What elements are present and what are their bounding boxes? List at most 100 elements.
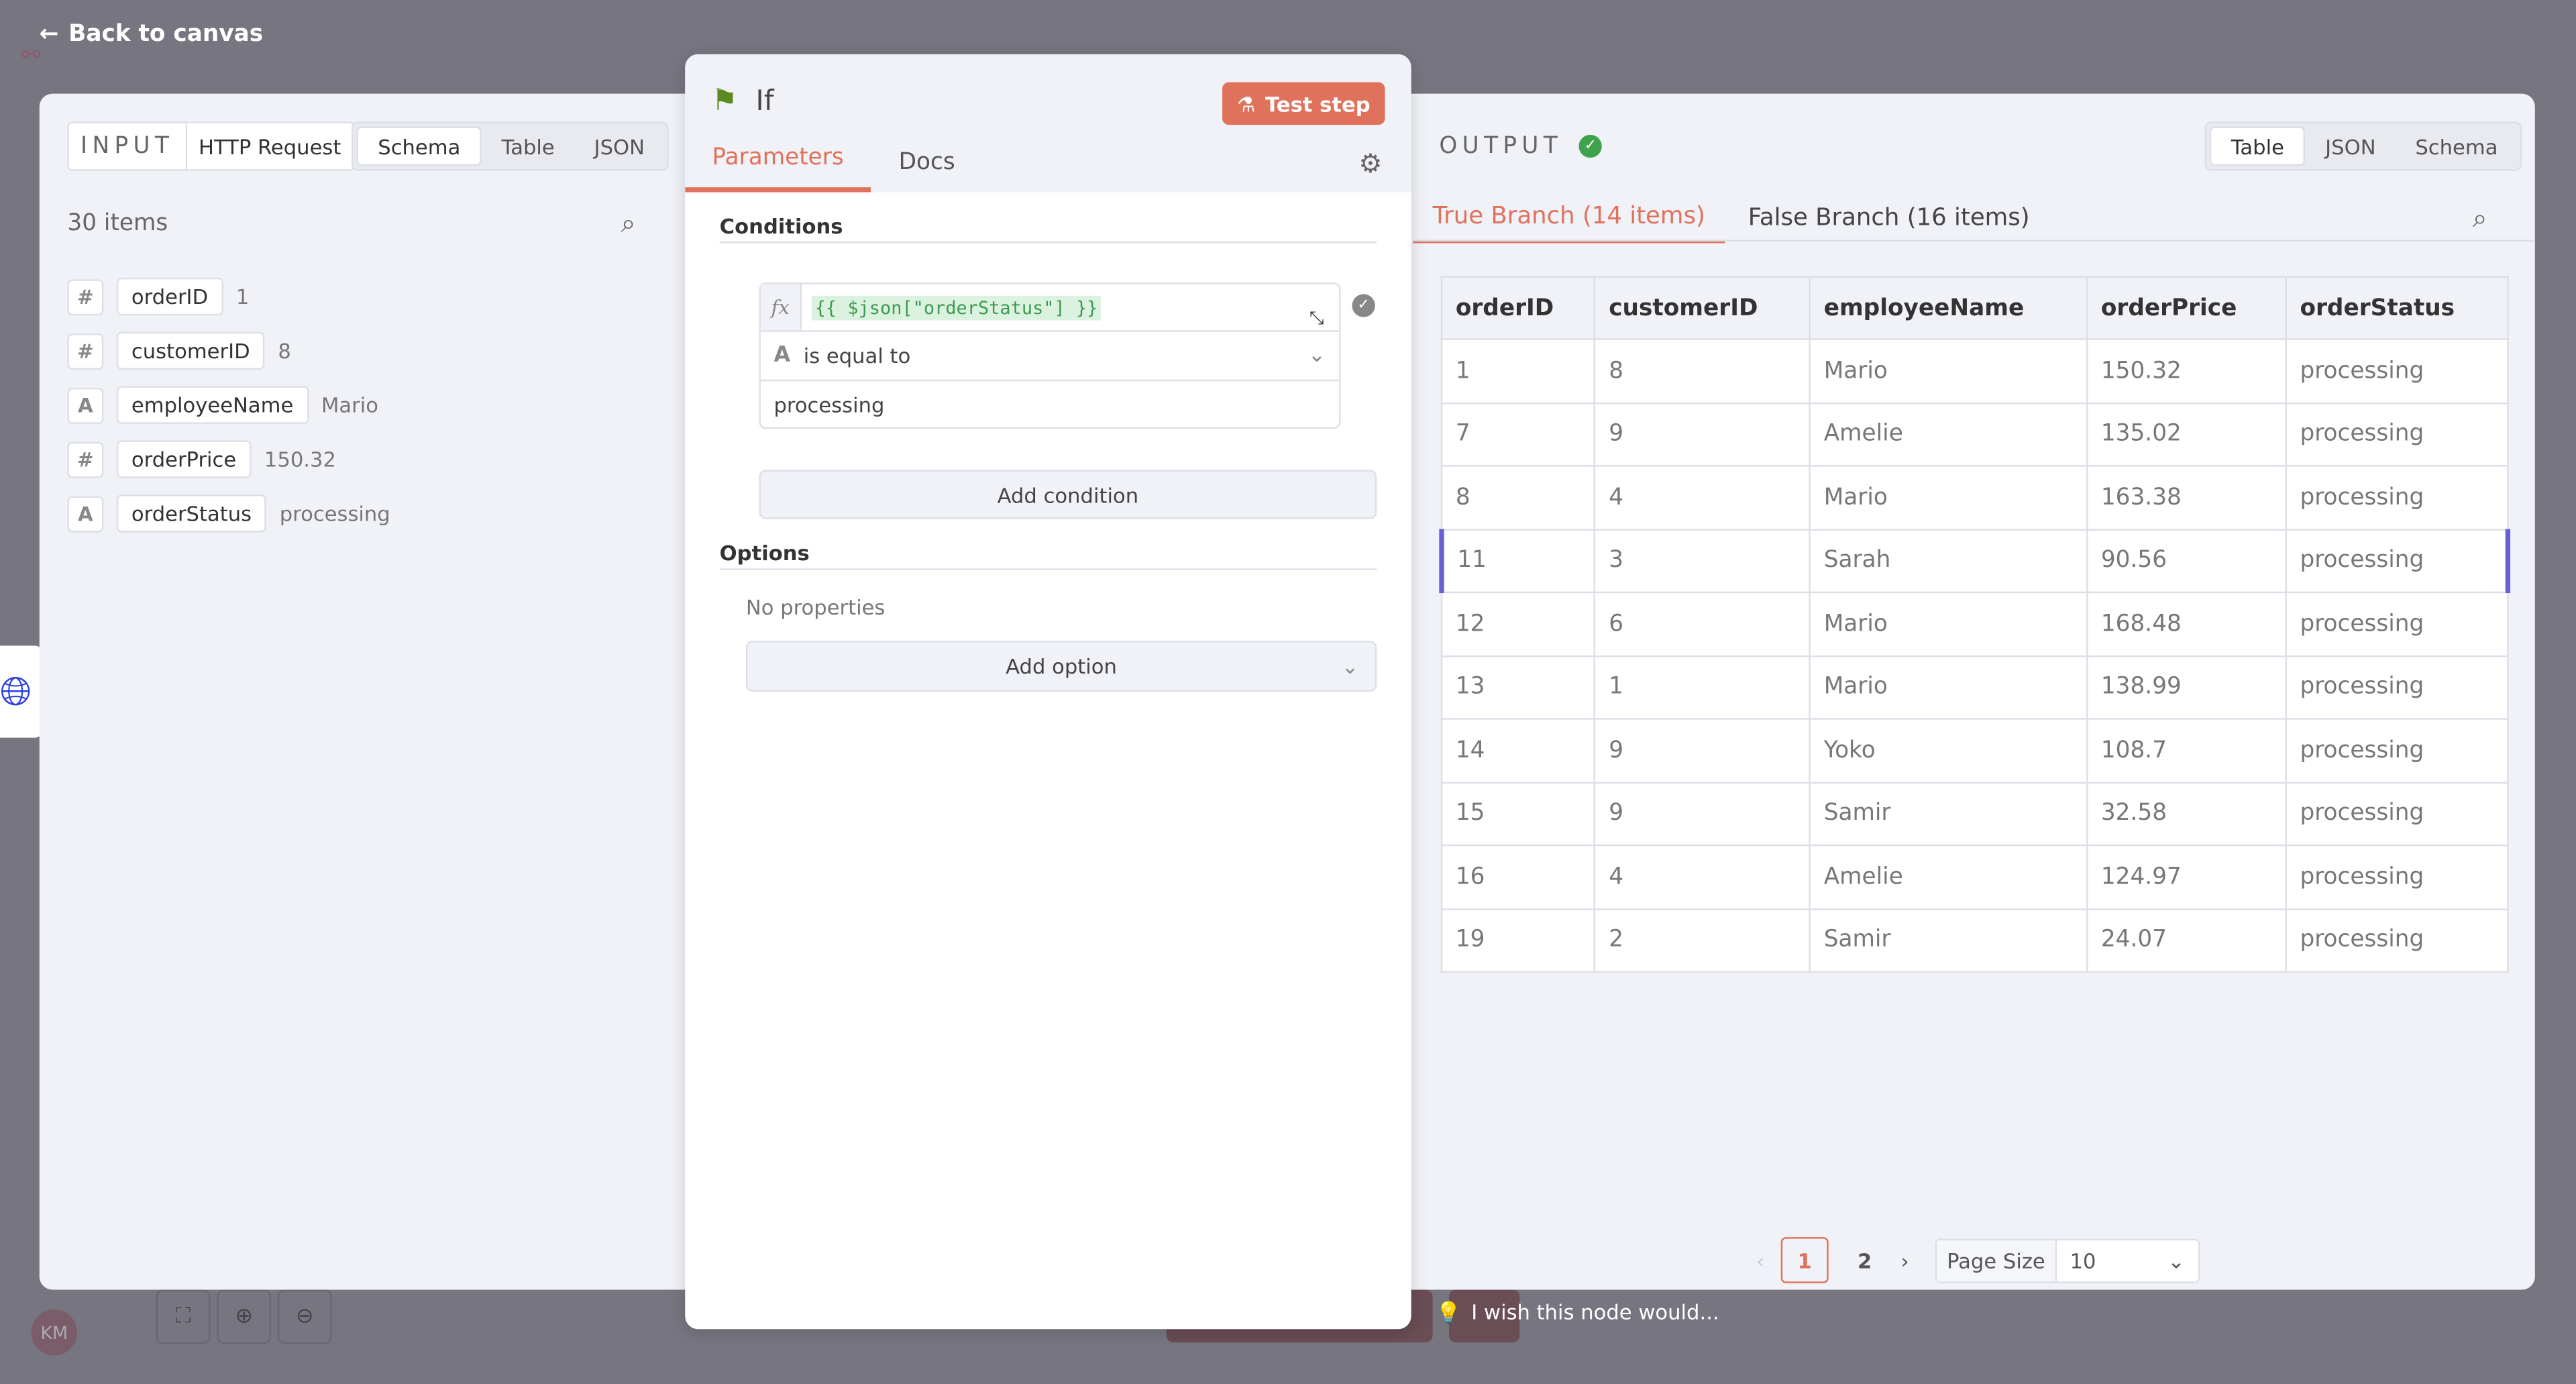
tab-schema[interactable]: Schema [2415, 134, 2498, 159]
field-name[interactable]: customerID [116, 331, 265, 370]
fit-view-icon[interactable]: ⛶ [156, 1289, 211, 1344]
table-row[interactable]: 8 4 Mario 163.38 processing [1440, 465, 2509, 530]
table-row[interactable]: 19 2 Samir 24.07 processing [1440, 908, 2509, 973]
schema-field: # customerID 8 [67, 330, 390, 371]
column-header[interactable]: orderID [1440, 276, 1596, 340]
tab-true-branch[interactable]: True Branch (14 items) [1413, 193, 1725, 244]
back-to-canvas-button[interactable]: ← Back to canvas [39, 21, 264, 48]
field-value: 1 [235, 284, 250, 309]
tab-docs[interactable]: Docs [898, 149, 955, 176]
field-name[interactable]: employeeName [116, 386, 309, 424]
string-type-icon: A [67, 495, 104, 532]
table-cell: 138.99 [2086, 654, 2287, 720]
table-cell: Amelie [1809, 401, 2088, 467]
field-value: 8 [278, 338, 291, 364]
check-circle-icon: ✓ [1352, 294, 1375, 317]
table-cell: 14 [1440, 718, 1596, 783]
table-cell: processing [2285, 338, 2509, 404]
tab-json[interactable]: JSON [594, 134, 645, 159]
table-cell: 1 [1594, 654, 1811, 720]
chevron-down-icon: ⌄ [1307, 343, 1326, 368]
condition-row: fx {{ $json["orderStatus"] }} ⤡ A is equ… [759, 282, 1341, 429]
next-page-icon[interactable]: › [1900, 1248, 1909, 1273]
table-cell: Yoko [1809, 718, 2088, 783]
table-cell: 13 [1440, 654, 1596, 720]
value-input[interactable]: processing [773, 392, 885, 417]
input-header: INPUT HTTP Request [67, 121, 354, 171]
table-cell: processing [2285, 844, 2509, 910]
node-title[interactable]: If [755, 85, 774, 119]
table-cell: 12 [1440, 591, 1596, 657]
table-row[interactable]: 1 8 Mario 150.32 processing [1440, 338, 2509, 404]
avatar[interactable]: KM [31, 1309, 78, 1356]
table-row[interactable]: 13 1 Mario 138.99 processing [1440, 654, 2509, 720]
output-view-tabs: Table JSON Schema [2204, 121, 2523, 171]
table-row[interactable]: 15 9 Samir 32.58 processing [1440, 781, 2509, 847]
tab-schema[interactable]: Schema [356, 126, 482, 166]
expression-input[interactable]: {{ $json["orderStatus"] }} [802, 284, 1309, 331]
table-cell: processing [2285, 401, 2509, 467]
zoom-out-icon[interactable]: ⊖ [277, 1289, 332, 1344]
field-name[interactable]: orderPrice [116, 440, 252, 478]
field-value: Mario [321, 392, 378, 418]
schema-field: # orderID 1 [67, 276, 390, 317]
table-cell: 16 [1440, 844, 1596, 910]
table-row[interactable]: 16 4 Amelie 124.97 processing [1440, 844, 2509, 910]
table-cell: Samir [1809, 908, 2088, 973]
settings-gear-icon[interactable]: ⚙ [1358, 148, 1383, 179]
table-cell: 32.58 [2086, 781, 2287, 847]
feedback-link[interactable]: 💡 I wish this node would... [1436, 1299, 1719, 1326]
field-name[interactable]: orderStatus [116, 494, 267, 533]
tab-false-branch[interactable]: False Branch (16 items) [1748, 204, 2030, 231]
column-header[interactable]: orderPrice [2086, 276, 2287, 340]
table-cell: Mario [1809, 338, 2088, 404]
search-icon[interactable]: ⌕ [621, 207, 636, 239]
table-cell: 9 [1594, 401, 1811, 467]
field-value: 150.32 [264, 447, 337, 472]
table-cell: Amelie [1809, 844, 2088, 910]
operator-select[interactable]: A is equal to ⌄ [760, 332, 1339, 382]
table-cell: processing [2285, 908, 2509, 973]
fx-icon: fx [760, 284, 802, 331]
table-cell: 24.07 [2086, 908, 2287, 973]
table-cell: Sarah [1809, 528, 2088, 594]
tab-table[interactable]: Table [2209, 126, 2306, 166]
add-condition-button[interactable]: Add condition [759, 470, 1377, 519]
table-row[interactable]: 7 9 Amelie 135.02 processing [1440, 401, 2509, 467]
column-header[interactable]: customerID [1594, 276, 1811, 340]
globe-icon[interactable]: 🌐︎ [0, 645, 45, 738]
table-row[interactable]: 14 9 Yoko 108.7 processing [1440, 718, 2509, 783]
column-header[interactable]: employeeName [1809, 276, 2088, 340]
string-type-icon: A [67, 386, 104, 423]
tab-parameters[interactable]: Parameters [685, 145, 871, 193]
search-icon[interactable]: ⌕ [2472, 202, 2487, 233]
tab-json[interactable]: JSON [2325, 134, 2376, 159]
zoom-in-icon[interactable]: ⊕ [217, 1289, 272, 1344]
page-1[interactable]: 1 [1780, 1237, 1829, 1283]
input-source-select[interactable]: HTTP Request [186, 121, 354, 171]
column-header[interactable]: orderStatus [2285, 276, 2509, 340]
field-name[interactable]: orderID [116, 277, 223, 316]
test-step-button[interactable]: ⚗ Test step [1222, 82, 1385, 125]
table-row[interactable]: 11 3 Sarah 90.56 processing [1439, 528, 2511, 594]
table-cell: 6 [1594, 591, 1811, 657]
number-type-icon: # [67, 332, 104, 369]
arrow-left-icon: ← [39, 21, 59, 48]
add-option-select[interactable]: Add option ⌄ [745, 641, 1377, 692]
expand-icon[interactable]: ⤡ [1309, 307, 1324, 329]
page-2[interactable]: 2 [1857, 1248, 1872, 1273]
number-type-icon: # [67, 441, 104, 478]
table-cell: processing [2285, 654, 2509, 720]
table-cell: 90.56 [2086, 528, 2287, 594]
table-cell: processing [2285, 465, 2509, 530]
table-row[interactable]: 12 6 Mario 168.48 processing [1440, 591, 2509, 657]
chevron-down-icon: ⌄ [2167, 1248, 2185, 1273]
table-cell: 124.97 [2086, 844, 2287, 910]
page-size-label: Page Size [1937, 1239, 2057, 1281]
options-label: Options [719, 541, 1377, 570]
pagination: ‹ 1 2 › Page Size 10 ⌄ [1756, 1237, 2200, 1283]
table-cell: 9 [1594, 718, 1811, 783]
tab-table[interactable]: Table [501, 134, 555, 159]
prev-page-icon[interactable]: ‹ [1756, 1248, 1765, 1273]
page-size-select[interactable]: 10 ⌄ [2070, 1248, 2185, 1273]
